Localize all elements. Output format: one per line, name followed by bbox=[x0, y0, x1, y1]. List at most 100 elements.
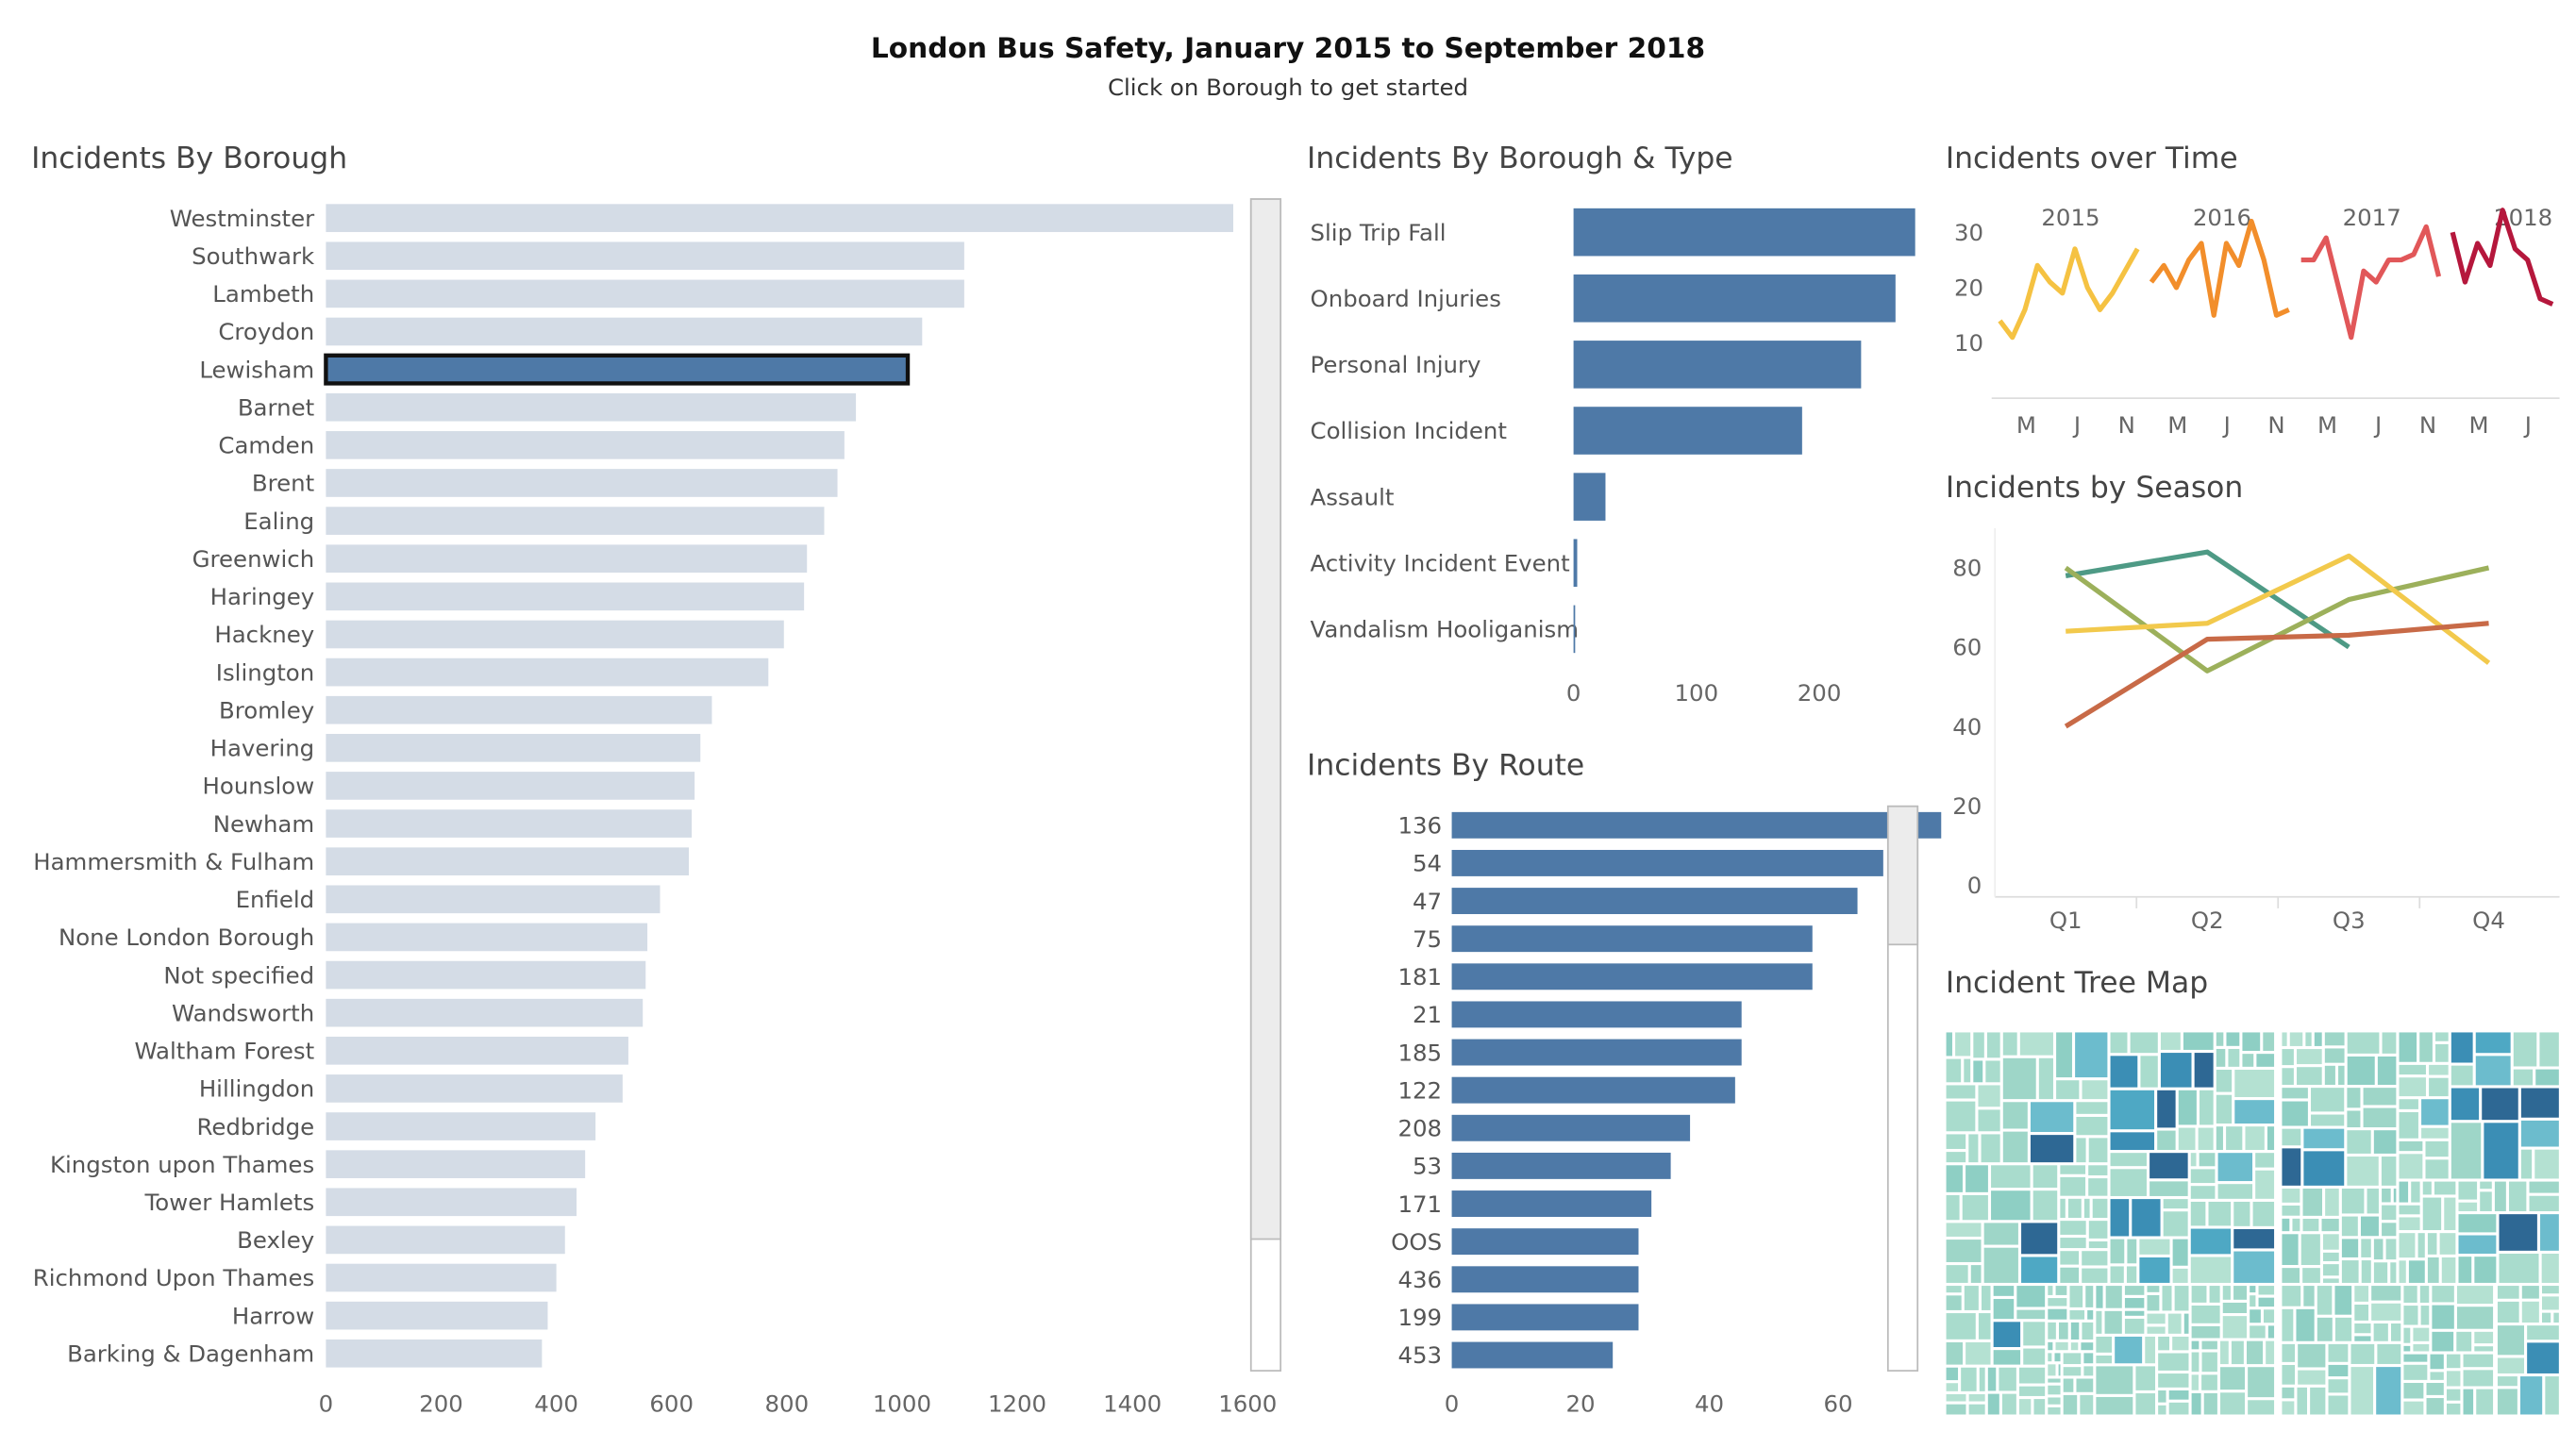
treemap-cell[interactable] bbox=[2498, 1212, 2539, 1253]
treemap-cell[interactable] bbox=[2366, 1187, 2381, 1215]
treemap-cell[interactable] bbox=[2472, 1255, 2498, 1285]
treemap-cell[interactable] bbox=[2156, 1352, 2190, 1373]
treemap-cell[interactable] bbox=[2424, 1140, 2451, 1158]
bar[interactable] bbox=[1451, 925, 1813, 953]
treemap-cell[interactable] bbox=[2301, 1217, 2320, 1233]
treemap-cell[interactable] bbox=[1971, 1031, 1986, 1059]
treemap-cell[interactable] bbox=[2321, 1251, 2341, 1263]
treemap-cell[interactable] bbox=[2296, 1369, 2327, 1387]
treemap-cell[interactable] bbox=[2058, 1175, 2087, 1198]
treemap-cell[interactable] bbox=[2232, 1227, 2276, 1250]
treemap-cell[interactable] bbox=[2360, 1258, 2373, 1285]
treemap-cell[interactable] bbox=[1945, 1392, 1967, 1403]
treemap-cell[interactable] bbox=[2029, 1100, 2075, 1134]
treemap-cell[interactable] bbox=[2146, 1312, 2167, 1325]
treemap-cell[interactable] bbox=[2267, 1323, 2276, 1340]
treemap-cell[interactable] bbox=[2001, 1100, 2030, 1130]
treemap-cell[interactable] bbox=[2372, 1128, 2398, 1156]
bar[interactable] bbox=[326, 1301, 548, 1330]
treemap-cell[interactable] bbox=[2086, 1176, 2109, 1198]
bar[interactable] bbox=[1451, 888, 1858, 915]
treemap-cell[interactable] bbox=[2419, 1304, 2431, 1326]
treemap-cell[interactable] bbox=[2295, 1065, 2324, 1087]
treemap-cell[interactable] bbox=[2021, 1347, 2047, 1366]
treemap-cell[interactable] bbox=[2248, 1307, 2263, 1324]
treemap-cell[interactable] bbox=[2094, 1364, 2134, 1396]
treemap-cell[interactable] bbox=[2078, 1393, 2095, 1416]
treemap-cell[interactable] bbox=[2215, 1093, 2233, 1125]
treemap-cell[interactable] bbox=[2146, 1293, 2161, 1312]
treemap-cell[interactable] bbox=[1959, 1366, 1979, 1393]
treemap-cell[interactable] bbox=[2123, 1309, 2146, 1318]
treemap-cell[interactable] bbox=[2431, 1284, 2456, 1304]
treemap-cell[interactable] bbox=[2281, 1363, 2297, 1387]
treemap-cell[interactable] bbox=[2417, 1031, 2434, 1064]
treemap-cell[interactable] bbox=[2046, 1296, 2068, 1307]
treemap-cell[interactable] bbox=[2301, 1284, 2317, 1308]
bar[interactable] bbox=[326, 1036, 628, 1065]
treemap-cell[interactable] bbox=[2480, 1087, 2520, 1122]
treemap-cell[interactable] bbox=[2058, 1266, 2081, 1285]
treemap-cell[interactable] bbox=[2182, 1031, 2216, 1052]
treemap-cell[interactable] bbox=[2380, 1187, 2393, 1204]
treemap-cell[interactable] bbox=[1967, 1392, 1987, 1403]
treemap-cell[interactable] bbox=[1945, 1366, 1960, 1382]
treemap-cell[interactable] bbox=[2017, 1366, 2047, 1385]
treemap-cell[interactable] bbox=[2109, 1167, 2149, 1198]
treemap-cell[interactable] bbox=[2457, 1255, 2473, 1285]
treemap-cell[interactable] bbox=[2170, 1335, 2190, 1352]
treemap-cell[interactable] bbox=[2496, 1300, 2521, 1324]
route-scrollbar-thumb[interactable] bbox=[1886, 805, 1919, 946]
treemap-cell[interactable] bbox=[2340, 1258, 2360, 1285]
treemap-cell[interactable] bbox=[2426, 1231, 2438, 1257]
treemap-cell[interactable] bbox=[2232, 1250, 2276, 1285]
treemap-cell[interactable] bbox=[2496, 1284, 2521, 1301]
treemap-cell[interactable] bbox=[2215, 1031, 2225, 1048]
treemap-cell[interactable] bbox=[1945, 1193, 1961, 1222]
treemap-cell[interactable] bbox=[2392, 1187, 2398, 1204]
treemap-cell[interactable] bbox=[2046, 1321, 2058, 1341]
treemap-cell[interactable] bbox=[2346, 1055, 2377, 1087]
treemap-cell[interactable] bbox=[2402, 1400, 2425, 1416]
treemap-cell[interactable] bbox=[2352, 1322, 2372, 1335]
treemap-cell[interactable] bbox=[2189, 1168, 2216, 1185]
treemap-cell[interactable] bbox=[2166, 1312, 2183, 1336]
treemap-cell[interactable] bbox=[2507, 1180, 2528, 1213]
bar[interactable] bbox=[1573, 407, 1802, 455]
bar[interactable] bbox=[326, 734, 701, 762]
treemap-cell[interactable] bbox=[1945, 1381, 1960, 1393]
bar[interactable] bbox=[1573, 208, 1915, 257]
treemap-cell[interactable] bbox=[2221, 1284, 2233, 1302]
treemap-cell[interactable] bbox=[2053, 1351, 2062, 1363]
treemap-cell[interactable] bbox=[2183, 1312, 2190, 1336]
treemap-cell[interactable] bbox=[2412, 1326, 2431, 1343]
treemap-cell[interactable] bbox=[2402, 1363, 2429, 1382]
treemap-cell[interactable] bbox=[2190, 1340, 2200, 1351]
treemap-cell[interactable] bbox=[2474, 1031, 2513, 1055]
treemap-cell[interactable] bbox=[2225, 1031, 2241, 1048]
treemap-cell[interactable] bbox=[2445, 1388, 2462, 1403]
treemap-cell[interactable] bbox=[2327, 1363, 2350, 1378]
treemap-cell[interactable] bbox=[2493, 1180, 2508, 1213]
bar[interactable] bbox=[1451, 1228, 1639, 1256]
bar[interactable] bbox=[326, 1150, 586, 1178]
treemap-cell[interactable] bbox=[1982, 1246, 2020, 1285]
treemap-cell[interactable] bbox=[2032, 1189, 2059, 1222]
treemap-cell[interactable] bbox=[2046, 1406, 2062, 1416]
treemap-cell[interactable] bbox=[2483, 1121, 2520, 1180]
treemap-cell[interactable] bbox=[2075, 1100, 2109, 1116]
treemap-cell[interactable] bbox=[2462, 1368, 2495, 1388]
treemap-cell[interactable] bbox=[2478, 1190, 2494, 1213]
treemap-cell[interactable] bbox=[2066, 1197, 2083, 1220]
treemap-cell[interactable] bbox=[2457, 1212, 2498, 1234]
treemap-cell[interactable] bbox=[2412, 1342, 2431, 1353]
bar[interactable] bbox=[326, 695, 712, 724]
treemap-cell[interactable] bbox=[2058, 1219, 2088, 1237]
treemap-cell[interactable] bbox=[2087, 1136, 2109, 1164]
treemap-cell[interactable] bbox=[2068, 1308, 2086, 1322]
treemap-cell[interactable] bbox=[2073, 1031, 2109, 1079]
treemap-cell[interactable] bbox=[2190, 1391, 2202, 1416]
treemap-cell[interactable] bbox=[2054, 1078, 2081, 1101]
treemap-cell[interactable] bbox=[2381, 1031, 2398, 1056]
treemap-cell[interactable] bbox=[2257, 1284, 2276, 1296]
